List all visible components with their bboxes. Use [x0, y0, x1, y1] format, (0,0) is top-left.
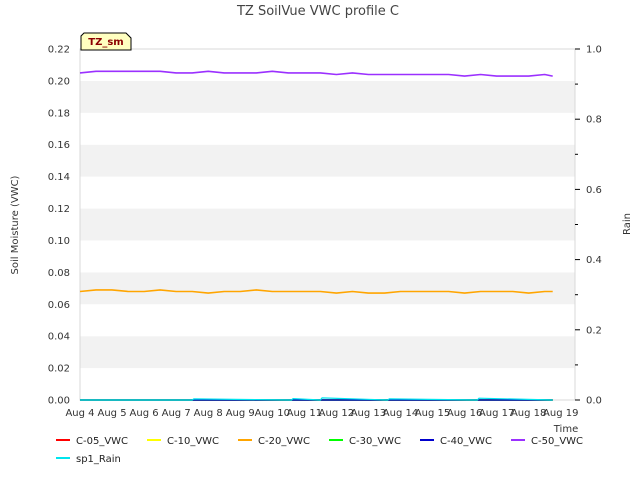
y-axis-right-ticks: 0.0 0.2 0.4 0.6 0.8 1.0: [575, 45, 602, 407]
series-line-c-50-vwc: [79, 70, 553, 77]
x-tick-label: Aug 4: [65, 408, 94, 419]
y-tick-label-right: 0.6: [586, 185, 602, 196]
plot-band: [80, 80, 575, 113]
x-tick-label: Aug 13: [351, 408, 386, 419]
series-line-sp1-rain: [80, 397, 553, 401]
plot-band: [80, 176, 575, 209]
x-tick-label: Aug 17: [479, 408, 514, 419]
plot-band: [80, 144, 575, 177]
legend-label: C-10_VWC: [167, 436, 219, 447]
y-tick-label-left: 0.20: [48, 76, 70, 87]
x-tick-label: Aug 15: [415, 408, 450, 419]
plot-background-bands: [80, 49, 575, 400]
y-tick-label-left: 0.04: [48, 332, 70, 343]
y-tick-label-left: 0.14: [48, 172, 70, 183]
plot-band: [80, 368, 575, 400]
legend-label: C-30_VWC: [349, 436, 401, 447]
legend-label: sp1_Rain: [76, 454, 121, 465]
series-layer: [79, 70, 553, 401]
y-axis-left-ticks: 0.00 0.02 0.04 0.06 0.08 0.10 0.12 0.14 0.16 0.18…: [48, 45, 70, 407]
legend-label: C-20_VWC: [258, 436, 310, 447]
legend: C-05_VWC C-10_VWC C-20_VWC C-30_VWC C-40_VWC…: [56, 436, 583, 465]
x-tick-label: Aug 12: [319, 408, 354, 419]
x-tick-label: Aug 11: [287, 408, 322, 419]
legend-label: C-40_VWC: [440, 436, 492, 447]
x-tick-label: Aug 9: [226, 408, 255, 419]
site-badge-box: [80, 32, 132, 51]
y-tick-label-left: 0.08: [48, 268, 70, 279]
y-tick-label-right: 0.4: [586, 255, 602, 266]
plot-band: [80, 272, 575, 305]
y-tick-label-right: 1.0: [586, 45, 602, 56]
plot-band: [80, 240, 575, 273]
y-tick-label-left: 0.18: [48, 108, 70, 119]
plot-band: [80, 336, 575, 369]
plot-band: [80, 112, 575, 145]
x-axis-label: Time: [553, 424, 578, 435]
plot-band: [80, 304, 575, 337]
site-badge-label: TZ_sm: [88, 37, 123, 48]
y-tick-label-right: 0.0: [586, 396, 602, 407]
y-axis-left-label: Soil Moisture (VWC): [10, 175, 21, 274]
x-tick-label: Aug 18: [511, 408, 546, 419]
y-tick-label-left: 0.16: [48, 140, 70, 151]
y-tick-label-left: 0.06: [48, 300, 70, 311]
legend-label: C-50_VWC: [531, 436, 583, 447]
plot-band: [80, 208, 575, 241]
y-tick-label-left: 0.02: [48, 364, 70, 375]
y-tick-label-left: 0.00: [48, 396, 70, 407]
y-axis-right-label: Rain: [622, 213, 633, 235]
x-axis-ticks: Aug 4 Aug 5 Aug 6 Aug 7 Aug 8 Aug 9 Aug 10Aug …: [65, 408, 578, 419]
y-tick-label-right: 0.2: [586, 325, 602, 336]
legend-label: C-05_VWC: [76, 436, 128, 447]
x-tick-label: Aug 7: [162, 408, 191, 419]
chart-title: TZ SoilVue VWC profile C: [236, 4, 399, 19]
x-tick-label: Aug 16: [447, 408, 482, 419]
series-line-c-20-vwc: [79, 289, 553, 294]
y-tick-label-left: 0.12: [48, 204, 70, 215]
site-badge: TZ_sm: [80, 32, 132, 51]
x-tick-label: Aug 8: [194, 408, 223, 419]
y-tick-label-left: 0.10: [48, 236, 70, 247]
x-tick-label: Aug 19: [543, 408, 578, 419]
x-tick-label: Aug 14: [383, 408, 418, 419]
x-tick-label: Aug 5: [98, 408, 127, 419]
x-tick-label: Aug 6: [130, 408, 159, 419]
y-tick-label-left: 0.22: [48, 45, 70, 56]
y-tick-label-right: 0.8: [586, 115, 602, 126]
x-tick-label: Aug 10: [255, 408, 290, 419]
